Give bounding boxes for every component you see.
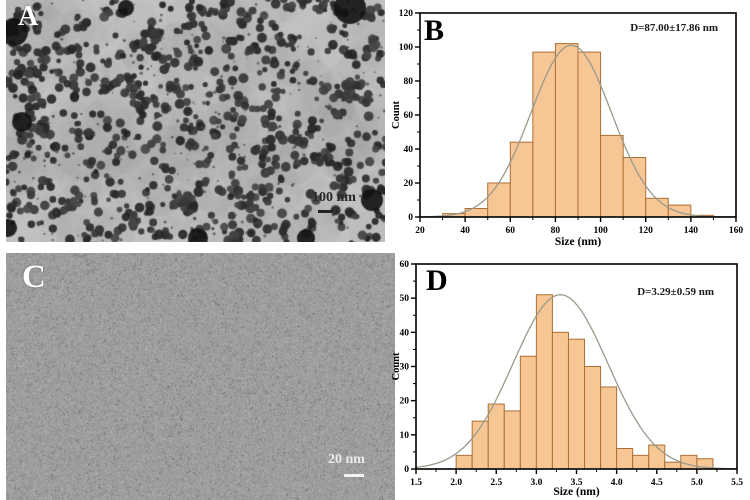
panel-b-label: B xyxy=(424,14,445,47)
svg-text:20: 20 xyxy=(404,179,414,189)
panel-c-tem-image: C 20 nm xyxy=(6,253,395,500)
svg-text:160: 160 xyxy=(729,226,744,236)
svg-text:120: 120 xyxy=(399,9,414,19)
svg-text:Size (nm): Size (nm) xyxy=(553,486,599,498)
svg-text:Size (nm): Size (nm) xyxy=(555,236,601,248)
histogram-b-svg: 20 40 60 80 100 120 140 160020406080100120Size … xyxy=(391,9,744,248)
svg-text:80: 80 xyxy=(551,226,561,236)
svg-text:60: 60 xyxy=(506,226,516,236)
svg-text:0: 0 xyxy=(408,213,413,223)
panel-a-tem-image: A 100 nm xyxy=(6,0,385,242)
svg-text:2.0: 2.0 xyxy=(450,478,462,488)
svg-text:60: 60 xyxy=(404,111,414,121)
svg-text:3.0: 3.0 xyxy=(530,478,542,488)
svg-text:4.5: 4.5 xyxy=(651,478,663,488)
panel-a-scale-bar xyxy=(318,210,332,213)
svg-text:20: 20 xyxy=(400,397,410,407)
svg-text:5.5: 5.5 xyxy=(731,478,743,488)
svg-text:50: 50 xyxy=(400,294,410,304)
svg-text:20: 20 xyxy=(415,226,425,236)
svg-text:100: 100 xyxy=(593,226,608,236)
panel-c-label: C xyxy=(22,259,46,295)
panel-a-scale-text: 100 nm xyxy=(312,190,356,205)
panel-a-label: A xyxy=(18,1,39,32)
panel-b-annotation: D=87.00±17.86 nm xyxy=(630,22,718,34)
svg-text:140: 140 xyxy=(684,226,699,236)
svg-text:40: 40 xyxy=(404,145,414,155)
tem-micrograph-c xyxy=(6,253,395,500)
panel-d-label: D xyxy=(426,264,448,297)
svg-text:60: 60 xyxy=(400,260,410,270)
svg-text:Count: Count xyxy=(391,100,402,129)
svg-text:Count: Count xyxy=(391,352,402,381)
panel-c-scale-text: 20 nm xyxy=(328,452,365,467)
svg-text:2.5: 2.5 xyxy=(490,478,502,488)
svg-text:40: 40 xyxy=(460,226,470,236)
svg-text:100: 100 xyxy=(399,43,414,53)
panel-b-histogram: 20 40 60 80 100 120 140 160 0 20 40 60 80 100 120 Size … xyxy=(390,0,750,250)
tem-micrograph-a xyxy=(6,0,385,242)
panel-c-scale-bar xyxy=(344,474,364,477)
svg-text:0: 0 xyxy=(404,465,409,475)
svg-text:1.5: 1.5 xyxy=(410,478,422,488)
histogram-d-svg: 1.5 2.0 2.5 3.0 3.5 4.0 4.5 5.0 5.5 0 10 20 30 40 50 60… xyxy=(391,260,743,498)
panel-d-histogram: 1.5 2.0 2.5 3.0 3.5 4.0 4.5 5.0 5.5 0 10 20 30 40 50 60… xyxy=(390,250,750,500)
svg-text:5.0: 5.0 xyxy=(691,478,703,488)
svg-text:80: 80 xyxy=(404,77,414,87)
svg-text:40: 40 xyxy=(400,328,410,338)
svg-text:4.0: 4.0 xyxy=(611,478,623,488)
svg-text:3.5: 3.5 xyxy=(571,478,583,488)
svg-text:10: 10 xyxy=(400,431,410,441)
svg-text:30: 30 xyxy=(400,363,410,373)
svg-text:120: 120 xyxy=(639,226,654,236)
panel-d-annotation: D=3.29±0.59 nm xyxy=(637,286,714,298)
